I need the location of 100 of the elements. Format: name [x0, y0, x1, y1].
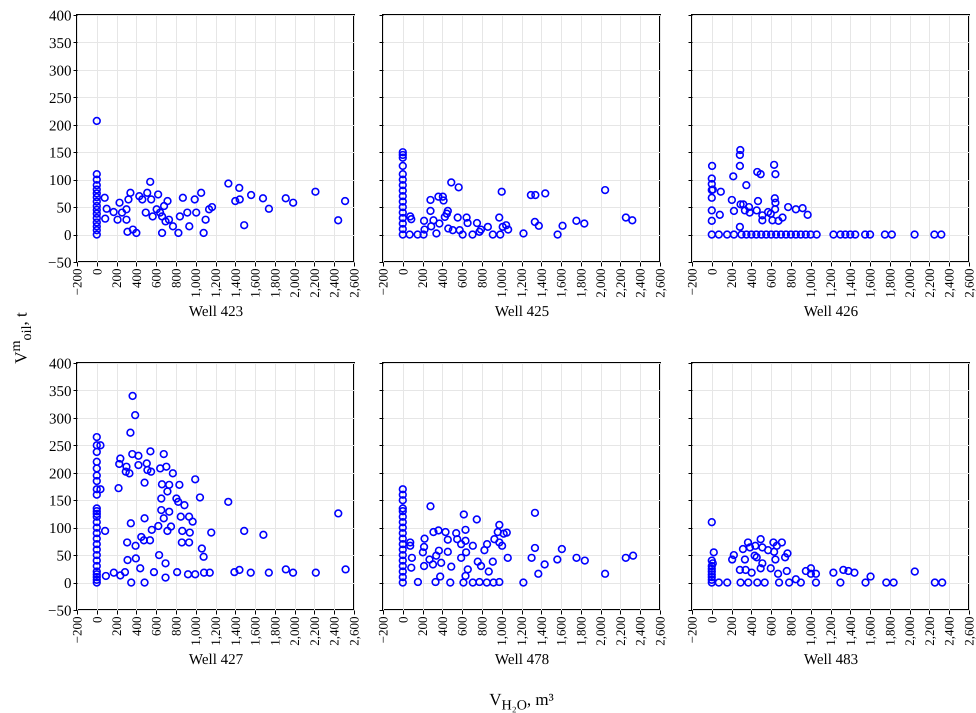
y-tick-label: 0: [64, 228, 72, 244]
y-tick-label: 300: [49, 411, 72, 428]
x-tick-label: 1,000: [803, 268, 818, 298]
x-tick-label: 1,000: [188, 616, 204, 646]
x-tick-label: 2,400: [632, 616, 648, 646]
x-tick-label: 1,800: [267, 616, 282, 646]
x-tick-label: 1,400: [228, 616, 243, 646]
x-tick-label: 800: [168, 268, 184, 288]
x-tick-label: 2,000: [902, 616, 918, 646]
x-tick-label: 400: [434, 268, 450, 288]
y-tick-label: 200: [49, 118, 72, 134]
x-tick-label: 0: [89, 268, 104, 275]
x-tick-label: 1,400: [842, 268, 858, 298]
x-tick-label: 2,600: [346, 616, 362, 646]
x-tick-label: 2,200: [612, 616, 628, 646]
x-axis-title: Well 478: [494, 652, 550, 668]
y-tick-label: −50: [48, 604, 72, 620]
x-tick-label: 0: [704, 268, 720, 275]
y-tick-label: 350: [49, 384, 72, 400]
x-tick-label: 600: [764, 268, 779, 288]
x-tick-label: 2,600: [962, 268, 976, 298]
x-tick-label: 200: [109, 268, 124, 288]
x-tick-label: 1,600: [554, 268, 569, 298]
y-tick-label: 250: [49, 90, 72, 107]
x-tick-label: 2,600: [652, 268, 668, 298]
x-tick-label: 1,600: [862, 268, 878, 298]
x-axis-title: Well 423: [188, 304, 244, 320]
x-tick-label: 1,600: [248, 268, 263, 298]
x-tick-label: 800: [474, 268, 490, 288]
x-tick-label: 200: [415, 268, 430, 288]
x-tick-label: 2,200: [612, 268, 628, 298]
x-tick-label: 600: [454, 616, 470, 636]
x-tick-label: 2,400: [632, 268, 648, 298]
x-tick-label: 1,400: [228, 268, 243, 298]
x-tick-label: 2,000: [593, 268, 608, 298]
x-tick-label: 2,400: [326, 616, 342, 646]
x-tick-label: 1,000: [494, 616, 510, 646]
x-tick-label: −200: [70, 268, 84, 296]
x-tick-label: 800: [783, 616, 798, 636]
x-tick-label: 200: [109, 616, 124, 636]
x-tick-label: 1,000: [188, 268, 204, 298]
x-tick-label: 1,600: [248, 616, 263, 646]
x-tick-label: 2,200: [306, 268, 322, 298]
y-tick-label: 0: [64, 576, 72, 592]
x-tick-label: 2,600: [962, 616, 976, 646]
x-tick-label: 2,200: [922, 268, 937, 298]
x-tick-label: 200: [724, 268, 740, 288]
text: V$_{H₂O}$, m³: [489, 690, 554, 713]
x-tick-label: 400: [744, 616, 759, 636]
x-tick-label: −200: [684, 616, 700, 644]
y-tick-label: 50: [56, 548, 72, 565]
x-tick-label: 1,000: [494, 268, 510, 298]
x-tick-label: 2,600: [346, 268, 362, 298]
x-tick-label: 2,400: [326, 268, 342, 298]
x-tick-label: 1,200: [514, 268, 529, 298]
x-tick-label: 2,600: [652, 616, 668, 646]
x-tick-label: 1,200: [208, 616, 223, 646]
x-axis-title: Well 425: [494, 304, 550, 320]
x-tick-label: 1,400: [534, 268, 549, 298]
x-tick-label: 1,200: [208, 268, 223, 298]
x-axis-title: Well 483: [804, 652, 858, 668]
x-tick-label: 1,800: [882, 268, 898, 298]
y-tick-label: 400: [49, 356, 72, 372]
x-tick-label: 1,600: [862, 616, 878, 646]
x-tick-label: 200: [415, 616, 430, 636]
y-tick-label: 350: [49, 36, 72, 52]
y-tick-label: 50: [56, 200, 72, 217]
x-tick-label: −200: [684, 268, 700, 296]
x-tick-label: −200: [70, 616, 84, 644]
x-tick-label: 400: [128, 268, 144, 288]
x-tick-label: 2,000: [593, 616, 608, 646]
x-tick-label: 800: [168, 616, 184, 636]
x-tick-label: 0: [89, 616, 104, 623]
x-tick-label: 400: [128, 616, 144, 636]
x-tick-label: 2,400: [942, 268, 957, 298]
x-tick-label: 200: [724, 616, 740, 636]
y-tick-label: 200: [49, 466, 72, 482]
x-tick-label: 1,200: [514, 616, 529, 646]
x-axis-title: Well 427: [188, 652, 244, 668]
x-tick-label: 2,000: [902, 268, 918, 298]
x-tick-label: −200: [376, 268, 390, 296]
x-tick-label: 0: [395, 268, 410, 275]
x-tick-label: 2,400: [942, 616, 957, 646]
x-axis-title: Well 426: [804, 304, 859, 320]
x-tick-label: −200: [376, 616, 390, 644]
y-tick-label: 400: [49, 8, 72, 24]
x-tick-label: 0: [395, 616, 410, 623]
x-tick-label: 1,200: [823, 616, 838, 646]
x-tick-label: 800: [783, 268, 798, 288]
x-tick-label: 600: [148, 268, 164, 288]
y-tick-label: 100: [49, 173, 72, 190]
x-tick-label: 2,200: [922, 616, 937, 646]
x-tick-label: 1,600: [554, 616, 569, 646]
x-tick-label: 1,800: [573, 616, 588, 646]
x-tick-label: 1,000: [803, 616, 818, 646]
x-tick-label: 1,800: [882, 616, 898, 646]
x-tick-label: 600: [764, 616, 779, 636]
x-tick-label: 1,400: [842, 616, 858, 646]
y-tick-label: 150: [49, 146, 72, 162]
x-tick-label: 400: [434, 616, 450, 636]
